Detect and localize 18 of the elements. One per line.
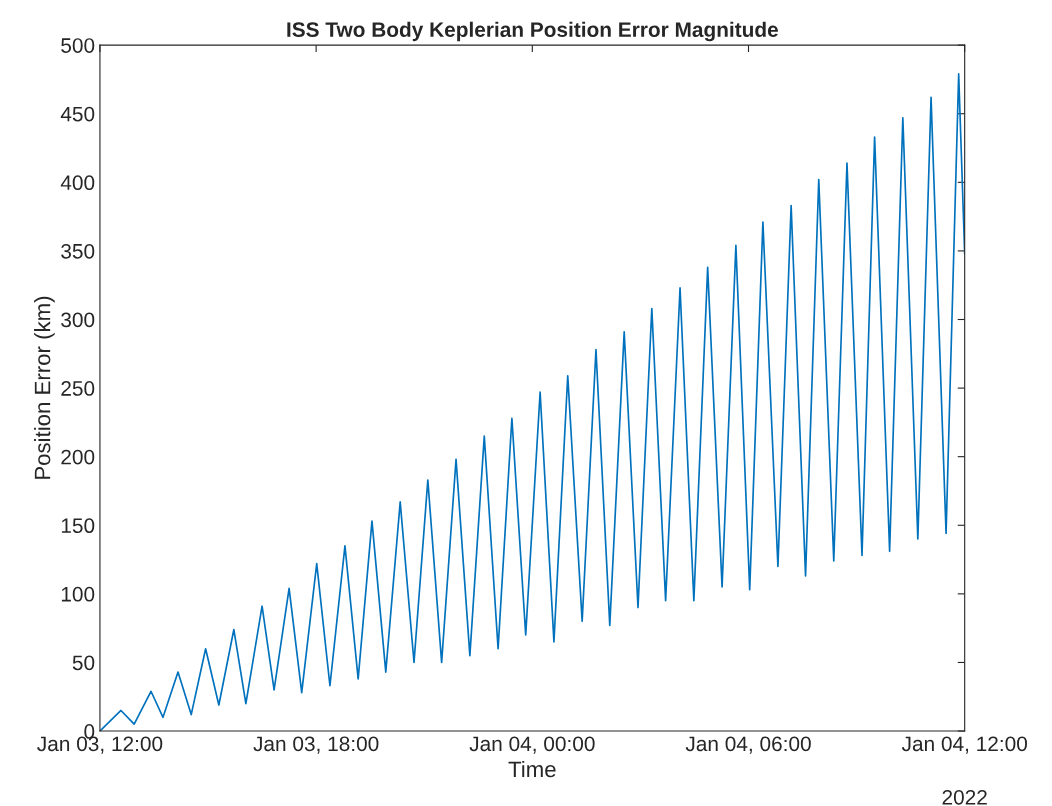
x-tick-label: Jan 03, 18:00 bbox=[253, 736, 379, 754]
y-tick-label: 350 bbox=[61, 243, 95, 259]
x-tick-label: Jan 04, 00:00 bbox=[469, 736, 595, 754]
y-tick-label: 500 bbox=[61, 38, 95, 53]
y-tick-label: 400 bbox=[60, 175, 95, 191]
y-tick-label: 100 bbox=[61, 586, 95, 602]
x-tick-label: Jan 04, 06:00 bbox=[685, 736, 811, 754]
text: 2022 bbox=[942, 789, 987, 805]
y-tick-label: 200 bbox=[61, 449, 95, 465]
y-tick-label: 300 bbox=[61, 312, 95, 328]
y-axis-title: Position Error (km) bbox=[34, 296, 55, 479]
x-tick-label: Jan 04, 12:00 bbox=[901, 736, 1028, 754]
chart-title: ISS Two Body Keplerian Position Error Magnitude bbox=[287, 21, 778, 42]
y-tick-label: 250 bbox=[61, 381, 95, 396]
x-axis-title: Time bbox=[508, 760, 556, 778]
y-tick-label: 450 bbox=[60, 106, 95, 122]
y-tick-label: 50 bbox=[72, 655, 95, 671]
y-tick-label: 150 bbox=[61, 518, 95, 534]
